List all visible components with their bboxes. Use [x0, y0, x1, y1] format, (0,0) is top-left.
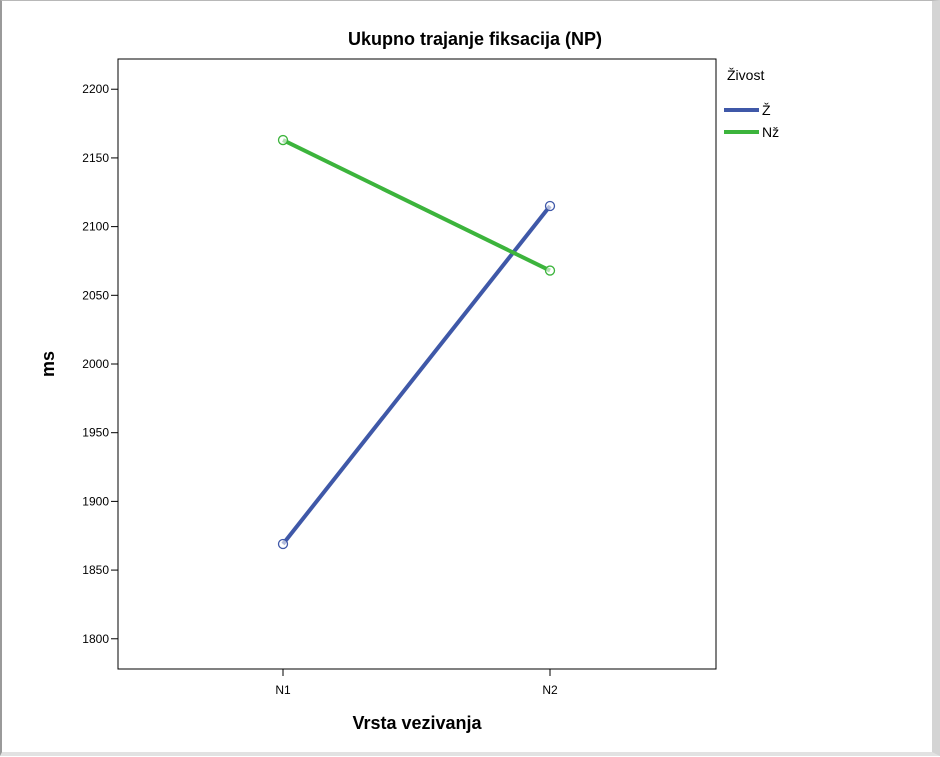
chart-title: Ukupno trajanje fiksacija (NP) — [348, 29, 602, 49]
x-axis: N1 N2 — [275, 669, 558, 697]
plot-area — [117, 58, 717, 670]
series-1-point — [277, 538, 289, 550]
legend: Živost Ž Nž — [724, 67, 779, 140]
x-tick-label: N1 — [275, 683, 291, 697]
y-tick-label: 1800 — [82, 632, 109, 646]
series-2-point — [544, 265, 556, 276]
y-tick-label: 2100 — [82, 220, 109, 234]
legend-label: Ž — [762, 102, 771, 118]
legend-title: Živost — [727, 67, 764, 83]
y-tick-label: 1900 — [82, 494, 109, 508]
y-axis-title: ms — [38, 351, 58, 377]
y-axis: 1800 1850 1900 1950 2000 2050 2100 2150 2200 — [82, 82, 118, 646]
legend-label: Nž — [762, 124, 779, 140]
series-1-point — [544, 200, 556, 212]
series-1-line — [281, 204, 552, 546]
y-tick-label: 2000 — [82, 357, 109, 371]
y-tick-label: 2150 — [82, 151, 109, 165]
x-axis-title: Vrsta vezivanja — [352, 713, 482, 733]
y-tick-label: 2200 — [82, 82, 109, 96]
series-2-point — [277, 134, 289, 146]
x-tick-label: N2 — [542, 683, 558, 697]
series-layer — [277, 134, 556, 550]
y-tick-label: 1850 — [82, 563, 109, 577]
series-2-line — [282, 138, 551, 273]
y-tick-label: 2050 — [82, 288, 109, 302]
y-tick-label: 1950 — [82, 426, 109, 440]
